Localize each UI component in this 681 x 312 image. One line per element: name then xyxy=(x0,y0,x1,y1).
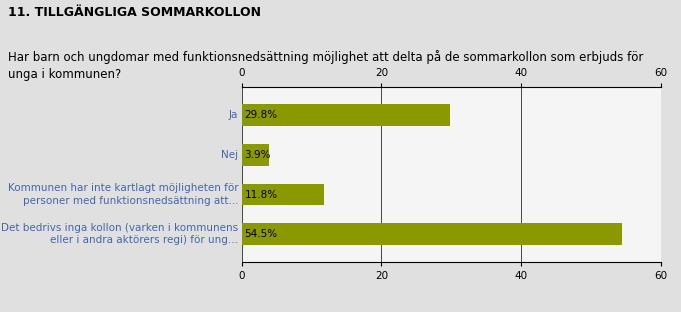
Text: 11.8%: 11.8% xyxy=(244,190,278,200)
Text: Ja: Ja xyxy=(229,110,238,120)
Bar xyxy=(242,184,324,206)
Text: 3.9%: 3.9% xyxy=(244,150,271,160)
Bar xyxy=(242,223,622,245)
Text: 54.5%: 54.5% xyxy=(244,229,278,239)
Text: 29.8%: 29.8% xyxy=(244,110,278,120)
Text: Har barn och ungdomar med funktionsnedsättning möjlighet att delta på de sommark: Har barn och ungdomar med funktionsnedsä… xyxy=(8,50,644,81)
Text: Nej: Nej xyxy=(221,150,238,160)
Bar xyxy=(242,144,269,166)
Text: 11. TILLGÄNGLIGA SOMMARKOLLON: 11. TILLGÄNGLIGA SOMMARKOLLON xyxy=(8,6,262,19)
Text: Kommunen har inte kartlagt möjligheten för
personer med funktionsnedsättning att: Kommunen har inte kartlagt möjligheten f… xyxy=(7,183,238,206)
Bar xyxy=(242,104,449,126)
Text: Det bedrivs inga kollon (varken i kommunens
eller i andra aktörers regi) för ung: Det bedrivs inga kollon (varken i kommun… xyxy=(1,223,238,246)
